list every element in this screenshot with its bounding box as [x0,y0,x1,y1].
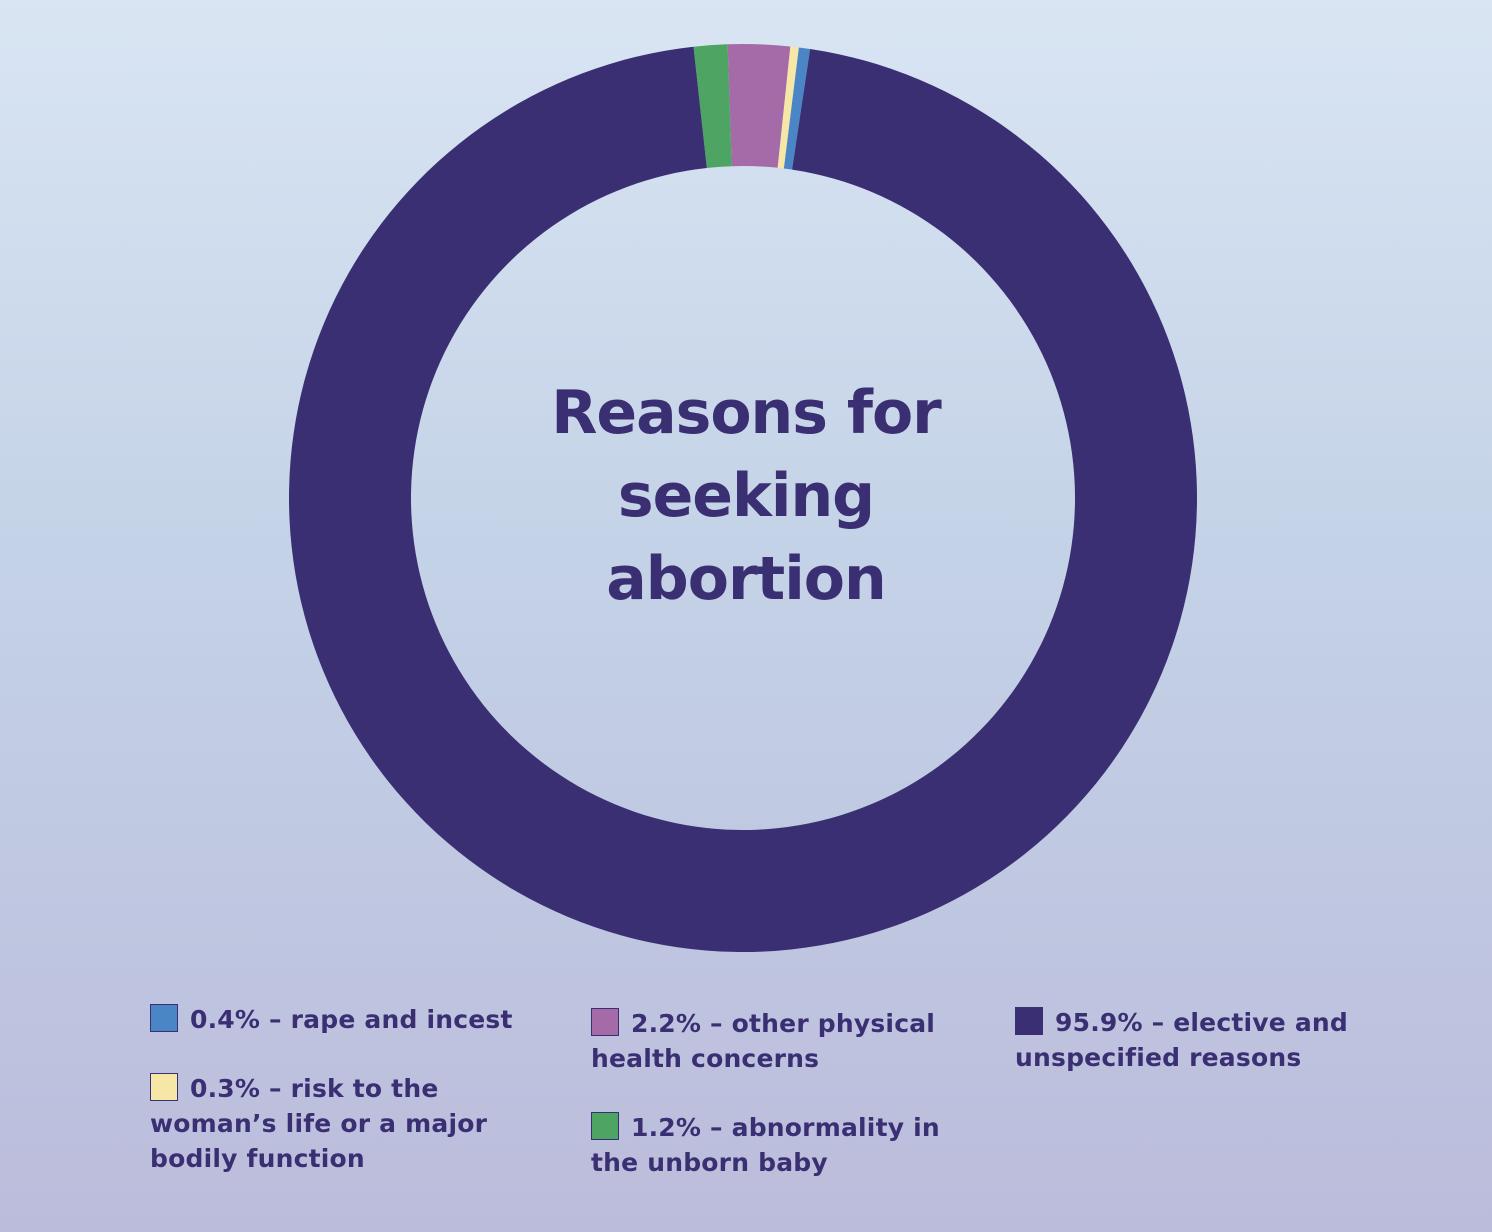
legend-label: 2.2% – other physical [631,1009,936,1038]
legend-item-rape-incest: 0.4% – rape and incest [150,1002,570,1037]
legend-label: unspecified reasons [1015,1043,1302,1072]
legend-item-physical-health: 2.2% – other physical health concerns [591,1006,991,1076]
legend-label: bodily function [150,1144,365,1173]
legend-label: health concerns [591,1044,820,1073]
legend-swatch [591,1112,619,1140]
legend-item-risk-to-life: 0.3% – risk to the woman’s life or a maj… [150,1071,570,1176]
legend-swatch [1015,1007,1043,1035]
chart-title: Reasons for seeking abortion [496,372,996,621]
slice-abnormality [693,44,732,168]
legend-label: 0.4% – rape and incest [190,1005,513,1034]
legend-label: 0.3% – risk to the [190,1074,439,1103]
chart-title-line-2: seeking [617,461,875,531]
slice-risk-to-life [777,46,799,169]
legend-item-elective: 95.9% – elective and unspecified reasons [1015,1005,1435,1075]
chart-title-line-1: Reasons for [551,378,942,448]
legend-label: 1.2% – abnormality in [631,1113,940,1142]
slice-rape-incest [783,47,811,170]
slice-physical-health [727,44,791,168]
legend-label: 95.9% – elective and [1055,1008,1348,1037]
legend-label: the unborn baby [591,1148,828,1177]
donut-chart [288,44,1197,953]
legend-swatch [150,1073,178,1101]
legend-swatch [591,1008,619,1036]
legend-label: woman’s life or a major [150,1109,488,1138]
chart-title-line-3: abortion [606,544,886,614]
legend-item-abnormality: 1.2% – abnormality in the unborn baby [591,1110,991,1180]
legend-swatch [150,1004,178,1032]
